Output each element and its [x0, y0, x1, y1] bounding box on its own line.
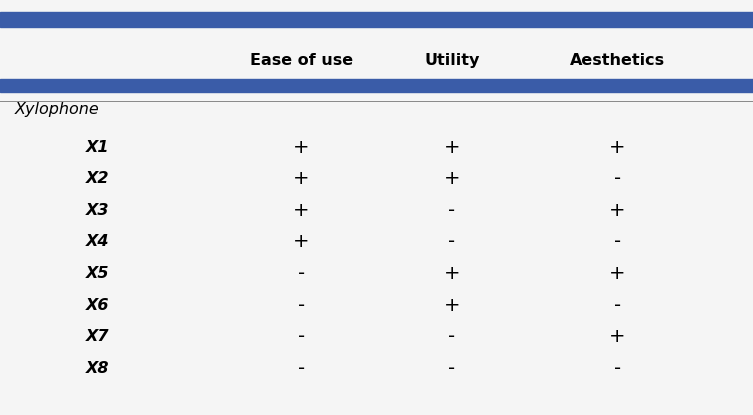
Text: -: - [297, 327, 305, 346]
Text: -: - [297, 264, 305, 283]
Text: +: + [444, 295, 460, 315]
Text: X8: X8 [86, 361, 110, 376]
Text: +: + [609, 264, 626, 283]
Text: +: + [444, 169, 460, 188]
Text: -: - [614, 232, 621, 251]
Text: +: + [444, 264, 460, 283]
Text: -: - [448, 327, 456, 346]
Text: -: - [448, 232, 456, 251]
Text: X2: X2 [86, 171, 110, 186]
Text: X1: X1 [86, 140, 110, 155]
Text: X5: X5 [86, 266, 110, 281]
Text: -: - [614, 359, 621, 378]
Bar [0, 12, 753, 27]
Text: Utility: Utility [424, 53, 480, 68]
Text: +: + [444, 138, 460, 157]
Text: -: - [614, 169, 621, 188]
Text: Xylophone: Xylophone [15, 103, 100, 117]
Text: -: - [614, 295, 621, 315]
Text: +: + [609, 201, 626, 220]
Text: -: - [448, 201, 456, 220]
Text: Ease of use: Ease of use [250, 53, 352, 68]
Text: +: + [609, 138, 626, 157]
Text: +: + [293, 232, 309, 251]
Text: -: - [297, 295, 305, 315]
Text: +: + [293, 138, 309, 157]
Text: Aesthetics: Aesthetics [570, 53, 665, 68]
Text: -: - [448, 359, 456, 378]
Text: -: - [297, 359, 305, 378]
Text: +: + [293, 201, 309, 220]
Text: +: + [609, 327, 626, 346]
Bar [0, 79, 753, 92]
Text: X4: X4 [86, 234, 110, 249]
Text: +: + [293, 169, 309, 188]
Text: X7: X7 [86, 329, 110, 344]
Text: X3: X3 [86, 203, 110, 218]
Text: X6: X6 [86, 298, 110, 312]
